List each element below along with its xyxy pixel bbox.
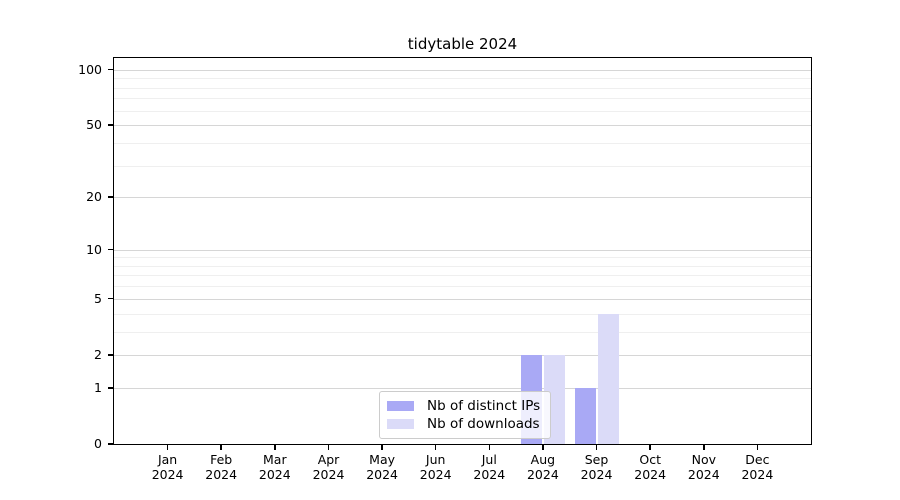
x-tick-label: Mar 2024 [258, 452, 291, 482]
y-tick-label: 0 [94, 436, 102, 451]
legend-swatch-downloads [387, 419, 414, 429]
y-tick [108, 196, 113, 198]
x-tick [703, 445, 705, 450]
x-tick [381, 445, 383, 450]
axes-frame [113, 57, 812, 445]
bar-sep-2024-downloads [597, 313, 619, 444]
minor-gridline [114, 78, 811, 80]
minor-gridline [114, 98, 811, 100]
x-tick-label: Jan 2024 [151, 452, 184, 482]
minor-gridline [114, 165, 811, 167]
major-gridline [114, 298, 811, 300]
minor-gridline [114, 110, 811, 112]
x-tick-label: Sep 2024 [580, 452, 613, 482]
y-tick [108, 248, 113, 251]
major-gridline [114, 249, 811, 251]
y-tick [108, 354, 113, 356]
major-gridline [114, 197, 811, 199]
legend-label: Nb of downloads [427, 416, 540, 432]
minor-gridline [114, 257, 811, 259]
y-tick-label: 50 [86, 117, 102, 133]
y-tick-label: 2 [94, 346, 102, 362]
legend-item-downloads: Nb of downloads [387, 415, 540, 433]
x-tick-label: Apr 2024 [312, 452, 345, 482]
x-tick-label: Dec 2024 [741, 452, 774, 482]
minor-gridline [114, 142, 811, 144]
y-tick [108, 443, 113, 445]
x-tick [488, 445, 491, 450]
major-gridline [114, 125, 811, 127]
minor-gridline [114, 331, 811, 333]
x-tick [274, 445, 276, 450]
y-tick [108, 68, 113, 71]
x-tick [595, 445, 598, 450]
legend: Nb of distinct IPs Nb of downloads [379, 391, 552, 439]
x-tick [649, 445, 651, 450]
chart-title: tidytable 2024 [407, 35, 518, 53]
x-tick-label: Aug 2024 [526, 452, 559, 482]
x-tick-label: Jun 2024 [419, 452, 452, 482]
major-gridline [114, 69, 811, 71]
x-tick [434, 445, 437, 450]
minor-gridline [114, 286, 811, 288]
y-tick [108, 124, 113, 126]
major-gridline [114, 354, 811, 356]
y-tick-label: 100 [78, 61, 102, 77]
x-tick-label: May 2024 [366, 452, 398, 482]
x-tick [220, 445, 222, 450]
legend-label: Nb of distinct IPs [427, 398, 541, 414]
y-tick-label: 10 [86, 241, 102, 257]
x-tick [542, 445, 544, 450]
minor-gridline [114, 275, 811, 277]
x-tick-label: Feb 2024 [205, 452, 238, 482]
legend-swatch-distinct-ips [387, 401, 414, 411]
minor-gridline [114, 313, 811, 315]
bar-sep-2024-distinct-ips [574, 387, 596, 444]
y-tick [108, 387, 113, 389]
y-tick-label: 5 [94, 290, 102, 306]
y-tick-label: 1 [94, 379, 102, 395]
legend-item-distinct-ips: Nb of distinct IPs [387, 397, 540, 415]
x-tick [756, 445, 759, 450]
x-tick [166, 445, 169, 450]
y-tick-label: 20 [86, 189, 102, 205]
y-tick [108, 297, 113, 300]
minor-gridline [114, 87, 811, 89]
x-tick-label: Jul 2024 [473, 452, 506, 482]
x-tick [327, 445, 330, 450]
plot-area: Nb of distinct IPs Nb of downloads [113, 57, 812, 445]
x-tick-label: Nov 2024 [687, 452, 720, 482]
x-tick-label: Oct 2024 [634, 452, 667, 482]
minor-gridline [114, 265, 811, 267]
major-gridline [114, 387, 811, 389]
